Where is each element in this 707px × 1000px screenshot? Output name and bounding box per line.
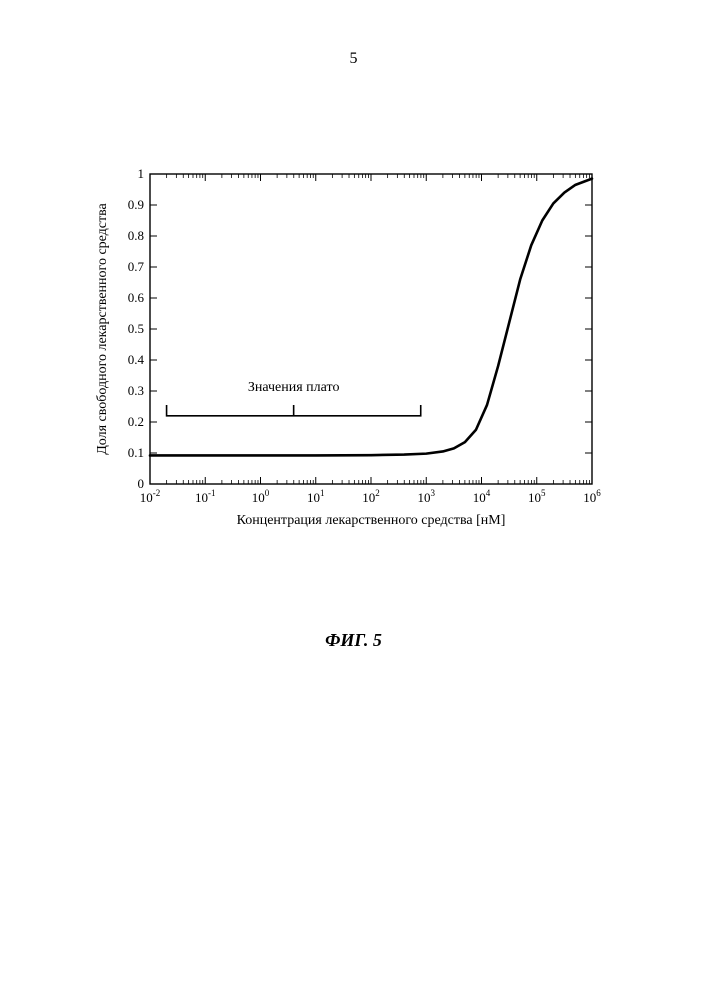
page-number: 5 <box>0 50 707 68</box>
free-drug-fraction-chart: 0 0.1 0.2 0.3 0.4 0.5 0.6 0.7 0.8 0.9 1 10-2 10-1 100… <box>90 160 610 546</box>
svg-text:10-2: 10-2 <box>140 488 161 505</box>
svg-text:104: 104 <box>473 488 491 505</box>
svg-text:Значения плато: Значения плато <box>248 380 340 395</box>
svg-text:1: 1 <box>138 166 145 181</box>
svg-text:106: 106 <box>583 488 601 505</box>
svg-text:Концентрация лекарственного ср: Концентрация лекарственного средства [нМ… <box>237 513 506 528</box>
svg-text:0: 0 <box>138 476 145 491</box>
svg-text:102: 102 <box>362 488 380 505</box>
page: 5 0 0.1 0.2 0.3 0.4 0.5 0.6 0.7 0.8 0.9 1 10-2 10-1 1… <box>0 0 707 1000</box>
svg-text:105: 105 <box>528 488 546 505</box>
svg-text:0.6: 0.6 <box>128 290 145 305</box>
figure-caption: ФИГ. 5 <box>0 630 707 651</box>
svg-text:100: 100 <box>252 488 270 505</box>
svg-text:101: 101 <box>307 488 325 505</box>
svg-text:0.3: 0.3 <box>128 383 144 398</box>
svg-text:0.2: 0.2 <box>128 414 144 429</box>
svg-text:0.4: 0.4 <box>128 352 145 367</box>
svg-text:0.8: 0.8 <box>128 228 144 243</box>
svg-text:0.9: 0.9 <box>128 197 144 212</box>
svg-text:0.7: 0.7 <box>128 259 145 274</box>
svg-text:103: 103 <box>418 488 436 505</box>
chart-container: 0 0.1 0.2 0.3 0.4 0.5 0.6 0.7 0.8 0.9 1 10-2 10-1 100… <box>90 160 610 551</box>
svg-text:0.1: 0.1 <box>128 445 144 460</box>
svg-text:0.5: 0.5 <box>128 321 144 336</box>
svg-text:10-1: 10-1 <box>195 488 216 505</box>
svg-text:Доля свободного лекарственного: Доля свободного лекарственного средства <box>95 202 110 454</box>
